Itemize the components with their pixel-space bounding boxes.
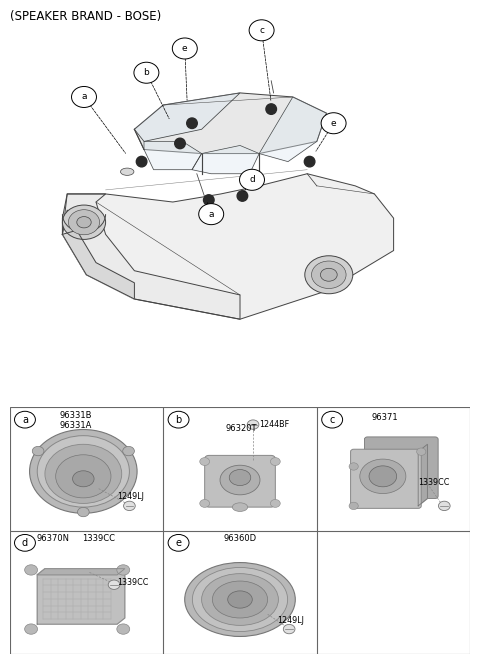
- Text: 96370N: 96370N: [36, 534, 69, 543]
- Polygon shape: [37, 569, 125, 624]
- Ellipse shape: [45, 444, 122, 503]
- FancyBboxPatch shape: [204, 455, 276, 507]
- Text: d: d: [22, 538, 28, 548]
- Text: 1339CC: 1339CC: [82, 534, 115, 543]
- Circle shape: [249, 20, 274, 41]
- Ellipse shape: [72, 471, 94, 487]
- Ellipse shape: [212, 581, 268, 618]
- Text: d: d: [249, 175, 255, 185]
- Circle shape: [283, 624, 295, 634]
- FancyBboxPatch shape: [364, 437, 438, 499]
- Text: (SPEAKER BRAND - BOSE): (SPEAKER BRAND - BOSE): [10, 10, 161, 23]
- Circle shape: [14, 411, 36, 428]
- Text: a: a: [22, 415, 28, 424]
- Ellipse shape: [202, 574, 278, 625]
- Text: 96320T: 96320T: [226, 424, 257, 433]
- Ellipse shape: [304, 156, 315, 167]
- Ellipse shape: [37, 436, 130, 507]
- Text: b: b: [144, 68, 149, 78]
- Ellipse shape: [175, 138, 185, 148]
- Circle shape: [168, 535, 189, 551]
- Polygon shape: [62, 231, 134, 299]
- Text: 1244BF: 1244BF: [259, 420, 289, 429]
- Polygon shape: [134, 93, 326, 154]
- FancyBboxPatch shape: [350, 449, 421, 509]
- Circle shape: [134, 62, 159, 83]
- Circle shape: [108, 580, 120, 589]
- Polygon shape: [144, 141, 202, 170]
- Circle shape: [77, 507, 89, 517]
- Circle shape: [14, 535, 36, 551]
- Circle shape: [270, 499, 280, 507]
- Ellipse shape: [305, 256, 353, 294]
- Polygon shape: [62, 173, 394, 319]
- Text: e: e: [331, 119, 336, 127]
- Circle shape: [200, 457, 210, 466]
- Ellipse shape: [136, 156, 147, 167]
- Ellipse shape: [229, 470, 251, 486]
- Ellipse shape: [120, 168, 134, 175]
- Ellipse shape: [232, 503, 248, 511]
- Text: a: a: [81, 93, 87, 101]
- Text: 96331B: 96331B: [60, 411, 92, 420]
- Circle shape: [24, 624, 37, 634]
- Ellipse shape: [30, 430, 137, 513]
- Ellipse shape: [185, 562, 295, 637]
- Ellipse shape: [204, 194, 214, 205]
- Circle shape: [123, 446, 134, 456]
- Circle shape: [24, 565, 37, 575]
- Ellipse shape: [360, 459, 406, 493]
- Circle shape: [322, 411, 343, 428]
- Ellipse shape: [77, 217, 91, 228]
- Circle shape: [199, 204, 224, 225]
- Ellipse shape: [228, 591, 252, 608]
- Ellipse shape: [321, 268, 337, 281]
- Circle shape: [349, 463, 358, 470]
- Text: a: a: [208, 210, 214, 219]
- Ellipse shape: [220, 465, 260, 495]
- Ellipse shape: [312, 261, 346, 288]
- Ellipse shape: [62, 205, 106, 239]
- Circle shape: [168, 411, 189, 428]
- Circle shape: [349, 502, 358, 510]
- Polygon shape: [134, 93, 240, 141]
- Polygon shape: [418, 444, 427, 506]
- Text: e: e: [182, 44, 188, 53]
- Circle shape: [123, 501, 135, 510]
- Text: 96331A: 96331A: [60, 420, 92, 430]
- Polygon shape: [259, 97, 326, 162]
- Circle shape: [438, 501, 450, 510]
- Text: 1339CC: 1339CC: [117, 578, 148, 587]
- Text: 1339CC: 1339CC: [418, 478, 450, 487]
- Text: 96360D: 96360D: [223, 534, 257, 543]
- Text: c: c: [329, 415, 335, 424]
- Ellipse shape: [56, 455, 111, 498]
- Circle shape: [72, 87, 96, 108]
- Circle shape: [117, 624, 130, 634]
- Ellipse shape: [192, 568, 288, 631]
- Text: e: e: [176, 538, 181, 548]
- Polygon shape: [62, 194, 240, 319]
- Text: c: c: [259, 26, 264, 35]
- Ellipse shape: [187, 118, 197, 129]
- Text: b: b: [175, 415, 182, 424]
- Circle shape: [172, 38, 197, 59]
- Circle shape: [270, 457, 280, 466]
- Ellipse shape: [266, 104, 276, 114]
- Circle shape: [417, 448, 426, 455]
- Circle shape: [321, 113, 346, 134]
- Polygon shape: [192, 145, 259, 173]
- Circle shape: [117, 565, 130, 575]
- Ellipse shape: [369, 466, 396, 487]
- Circle shape: [200, 499, 210, 507]
- Ellipse shape: [69, 210, 100, 235]
- Circle shape: [32, 446, 44, 456]
- Text: 96371: 96371: [371, 413, 398, 422]
- Circle shape: [240, 170, 264, 191]
- Text: 1249LJ: 1249LJ: [117, 492, 144, 501]
- Circle shape: [247, 420, 259, 429]
- Polygon shape: [37, 569, 125, 575]
- Ellipse shape: [237, 191, 248, 201]
- Text: 1249LJ: 1249LJ: [277, 616, 304, 625]
